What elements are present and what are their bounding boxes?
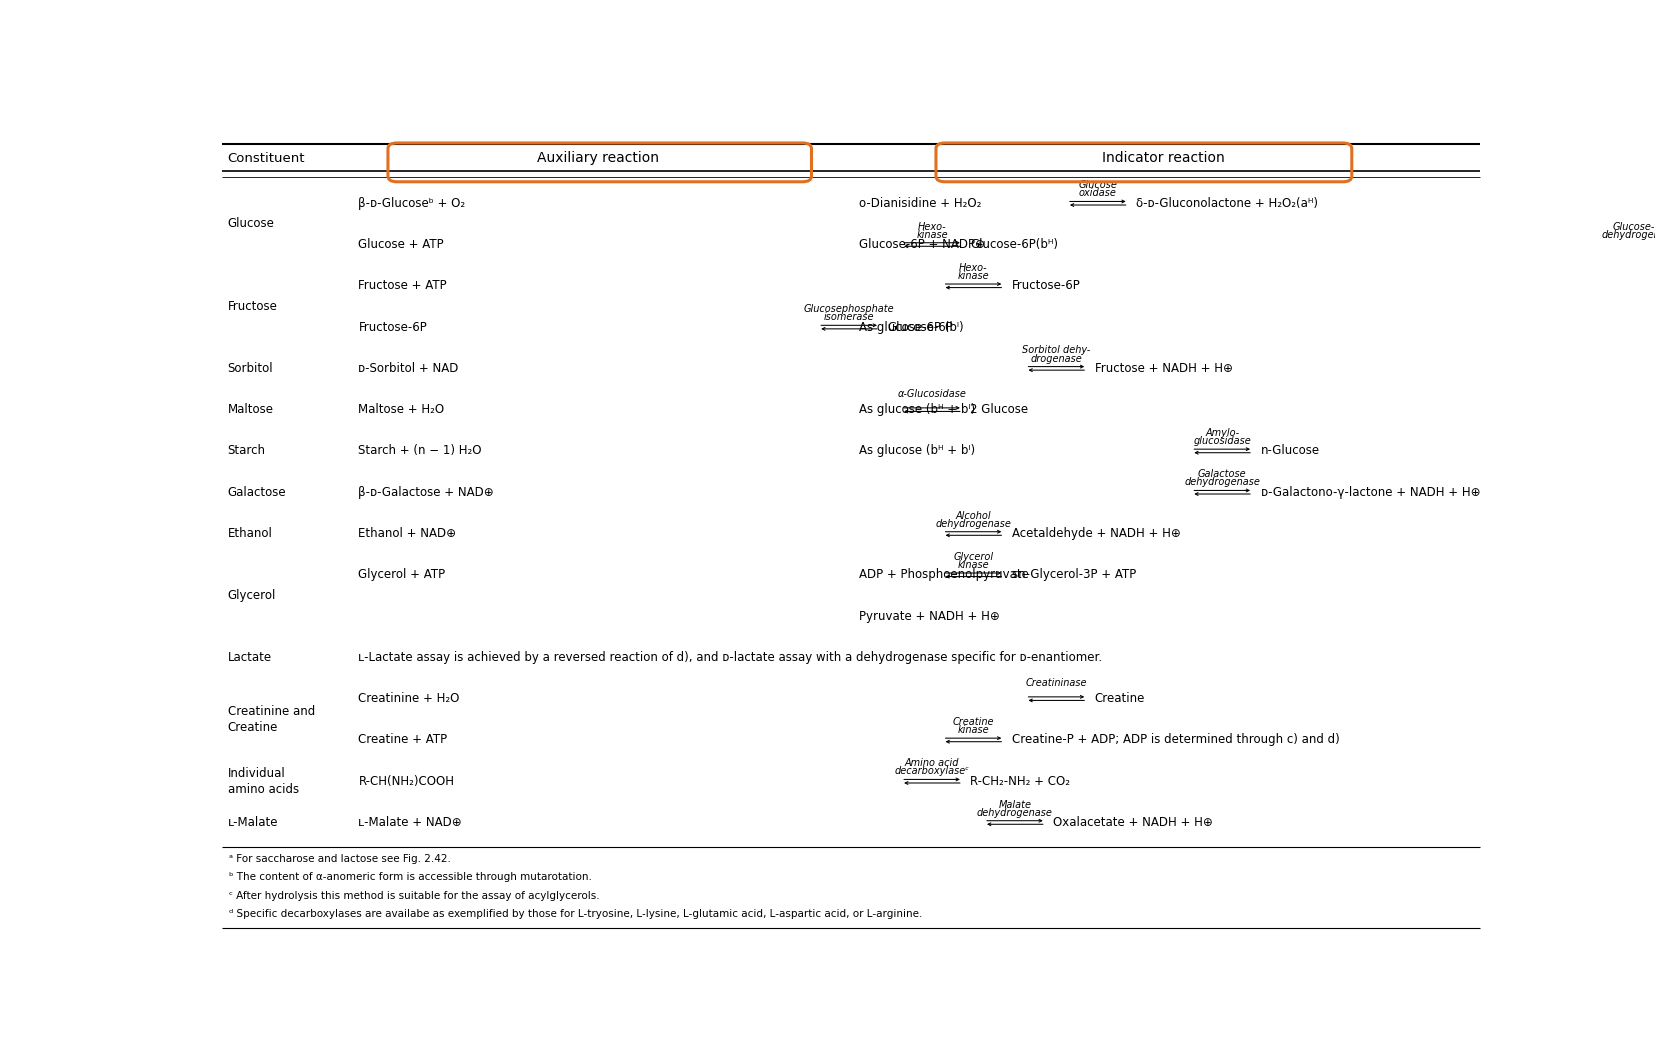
Text: Indicator reaction: Indicator reaction [1101,151,1223,165]
Text: o-Dianisidine + H₂O₂: o-Dianisidine + H₂O₂ [859,196,981,210]
Text: kinase: kinase [957,560,988,570]
Text: Individual: Individual [227,766,285,780]
Text: n-Glucose: n-Glucose [1259,444,1319,458]
Text: Fructose + NADH + H⊕: Fructose + NADH + H⊕ [1094,362,1231,375]
Text: α-Glucosidase: α-Glucosidase [897,390,967,399]
Text: oxidase: oxidase [1077,188,1115,198]
Text: Glucose + ATP: Glucose + ATP [357,238,444,251]
Text: As glucose-6P (bᴵ): As glucose-6P (bᴵ) [859,320,963,334]
Text: amino acids: amino acids [227,783,298,796]
Text: Galactose: Galactose [1197,469,1246,479]
Text: Amino acid: Amino acid [904,758,958,769]
Text: kinase: kinase [957,726,988,735]
Text: R-CH₂-NH₂ + CO₂: R-CH₂-NH₂ + CO₂ [970,775,1069,788]
Text: Oxalacetate + NADH + H⊕: Oxalacetate + NADH + H⊕ [1053,816,1213,830]
Text: Glycerol + ATP: Glycerol + ATP [357,568,445,582]
Text: Fructose-6P: Fructose-6P [1011,279,1081,292]
Text: Maltose + H₂O: Maltose + H₂O [357,403,444,416]
Text: Sorbitol: Sorbitol [227,362,273,375]
Text: Fructose-6P: Fructose-6P [357,320,427,334]
Text: Glycerol: Glycerol [227,589,276,602]
Text: Hexo-: Hexo- [958,262,986,273]
Text: Fructose + ATP: Fructose + ATP [357,279,447,292]
Text: ᴅ-Sorbitol + NAD: ᴅ-Sorbitol + NAD [357,362,458,375]
Text: ʟ-Malate: ʟ-Malate [227,816,278,830]
Text: ᶜ After hydrolysis this method is suitable for the assay of acylglycerols.: ᶜ After hydrolysis this method is suitab… [228,890,599,901]
Text: ʟ-Lactate assay is achieved by a reversed reaction of d), and ᴅ-lactate assay wi: ʟ-Lactate assay is achieved by a reverse… [357,651,1102,664]
Text: Glucosephosphate: Glucosephosphate [803,304,894,314]
Text: Creatine: Creatine [952,717,993,727]
Text: Starch: Starch [227,444,265,458]
Text: Constituent: Constituent [227,152,305,165]
Text: Glucose: Glucose [227,217,275,230]
Text: ᵇ The content of α-anomeric form is accessible through mutarotation.: ᵇ The content of α-anomeric form is acce… [228,873,591,882]
Text: dehydrogenase: dehydrogenase [976,807,1053,818]
Text: Creatinine and: Creatinine and [227,705,314,718]
Text: As glucose (bᴴ + bᴵ): As glucose (bᴴ + bᴵ) [859,403,975,416]
Text: Fructose: Fructose [227,300,278,313]
Text: β-ᴅ-Galactose + NAD⊕: β-ᴅ-Galactose + NAD⊕ [357,486,493,499]
Text: Hexo-: Hexo- [917,222,945,232]
Text: ʟ-Malate + NAD⊕: ʟ-Malate + NAD⊕ [357,816,462,830]
Text: sn-Glycerol-3P + ATP: sn-Glycerol-3P + ATP [1011,568,1135,582]
Text: Starch + (n − 1) H₂O: Starch + (n − 1) H₂O [357,444,482,458]
Text: kinase: kinase [957,271,988,281]
Text: drogenase: drogenase [1029,354,1082,363]
Text: Amylo-: Amylo- [1205,428,1238,438]
Text: Creatine-P + ADP; ADP is determined through c) and d): Creatine-P + ADP; ADP is determined thro… [1011,734,1339,747]
Text: dehydrogenase: dehydrogenase [1183,478,1259,487]
Text: kinase: kinase [915,230,947,239]
Text: As glucose (bᴴ + bᴵ): As glucose (bᴴ + bᴵ) [859,444,975,458]
Text: 2 Glucose: 2 Glucose [970,403,1028,416]
Text: ADP + Phosphoenolpyruvate: ADP + Phosphoenolpyruvate [859,568,1028,582]
Text: Creatininase: Creatininase [1024,678,1086,688]
Text: Creatine: Creatine [227,721,278,734]
Text: Auxiliary reaction: Auxiliary reaction [538,151,659,165]
Text: Ethanol + NAD⊕: Ethanol + NAD⊕ [357,527,457,540]
Text: Creatine + ATP: Creatine + ATP [357,734,447,747]
Text: isomerase: isomerase [823,312,874,322]
Text: Glucose-6P + NADP⊕: Glucose-6P + NADP⊕ [859,238,985,251]
Text: β-ᴅ-Glucoseᵇ + O₂: β-ᴅ-Glucoseᵇ + O₂ [357,196,465,210]
Text: Creatine: Creatine [1094,692,1145,706]
Text: δ-ᴅ-Gluconolactone + H₂O₂(aᴴ): δ-ᴅ-Gluconolactone + H₂O₂(aᴴ) [1135,196,1317,210]
Text: dehydrogenase: dehydrogenase [1600,230,1655,239]
Text: glucosidase: glucosidase [1193,436,1250,446]
Text: decarboxylaseᶜ: decarboxylaseᶜ [894,766,968,776]
Text: ᴅ-Galactono-γ-lactone + NADH + H⊕: ᴅ-Galactono-γ-lactone + NADH + H⊕ [1259,486,1480,499]
Text: Pyruvate + NADH + H⊕: Pyruvate + NADH + H⊕ [859,610,1000,623]
Text: Malate: Malate [998,799,1031,810]
Text: Glucose-6P(bᴴ): Glucose-6P(bᴴ) [970,238,1058,251]
Text: ᵃ For saccharose and lactose see Fig. 2.42.: ᵃ For saccharose and lactose see Fig. 2.… [228,854,450,864]
Text: Glycerol: Glycerol [953,552,993,562]
Text: dehydrogenase: dehydrogenase [935,519,1011,528]
Text: Lactate: Lactate [227,651,271,664]
Text: Glucose-6P: Glucose-6P [887,320,953,334]
Text: Maltose: Maltose [227,403,273,416]
Text: Alcohol: Alcohol [955,510,991,521]
Text: Creatinine + H₂O: Creatinine + H₂O [357,692,460,706]
Text: Galactose: Galactose [227,486,286,499]
Text: Ethanol: Ethanol [227,527,271,540]
Text: Sorbitol dehy-: Sorbitol dehy- [1021,345,1091,356]
Text: ᵈ Specific decarboxylases are availabe as exemplified by those for L-tryosine, L: ᵈ Specific decarboxylases are availabe a… [228,909,922,920]
Text: Glucose-6P: Glucose-6P [1612,222,1655,232]
Text: Acetaldehyde + NADH + H⊕: Acetaldehyde + NADH + H⊕ [1011,527,1180,540]
Text: R-CH(NH₂)COOH: R-CH(NH₂)COOH [357,775,453,788]
Text: Glucose: Glucose [1077,181,1117,190]
